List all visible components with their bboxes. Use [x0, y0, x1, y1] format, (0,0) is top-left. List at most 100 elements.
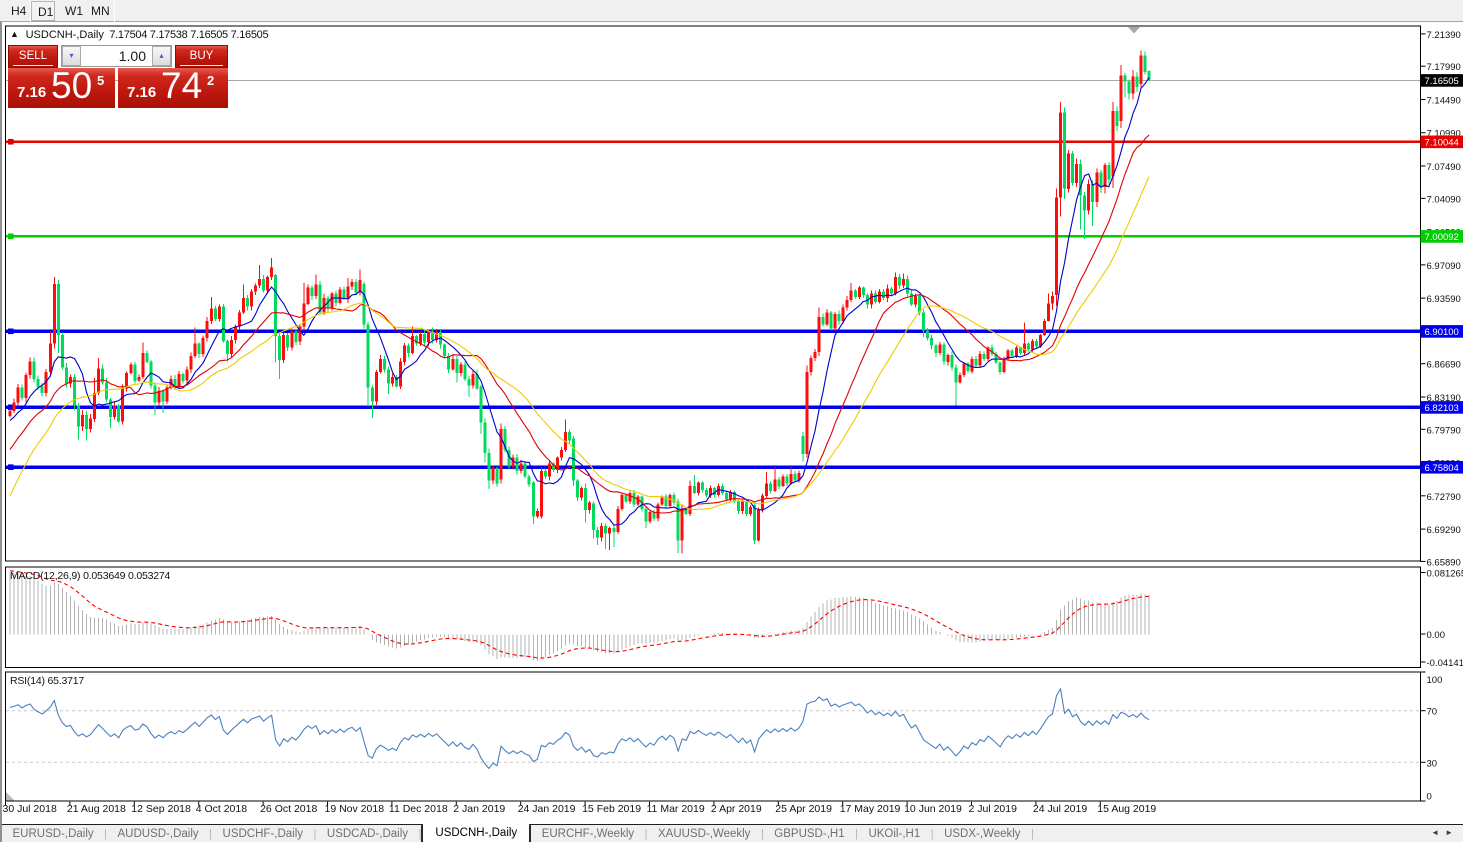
ma-slow-line	[9, 176, 1150, 511]
rsi-scale-label: 0	[1427, 792, 1432, 803]
timeframe-button-h4[interactable]: H4	[11, 4, 27, 18]
date-label: 30 Jul 2018	[3, 803, 57, 815]
buy-price-small: 7.16	[127, 84, 157, 101]
price-scale-label: 6.86690	[1427, 360, 1461, 371]
sell-button-underline	[13, 65, 53, 66]
buy-price-display[interactable]: 7.16 74 2	[118, 65, 228, 108]
date-label: 21 Aug 2018	[67, 803, 126, 815]
timeframe-toolbar: H4 D1 W1 MN	[0, 0, 1463, 22]
chart-tab-eurchf-weekly[interactable]: EURCHF-,Weekly	[541, 828, 635, 840]
chart-symbol-period: USDCNH-,Daily	[25, 29, 104, 41]
sell-price-sup: 5	[97, 73, 105, 88]
chart-tab-usdcnh-daily[interactable]: USDCNH-,Daily	[421, 824, 532, 842]
timeframe-button-w1[interactable]: W1	[65, 4, 83, 18]
tab-separator: |	[209, 828, 213, 840]
date-label: 2 Apr 2019	[711, 803, 762, 815]
macd-values: 0.053649 0.053274	[83, 570, 171, 582]
chart-tab-ukoil-h1[interactable]: UKOil-,H1	[868, 828, 921, 840]
chart-tab-gbpusd-h1[interactable]: GBPUSD-,H1	[774, 828, 845, 840]
macd-histogram-group	[9, 572, 1150, 661]
chart-title: ▲ USDCNH-,Daily 7.17504 7.17538 7.16505 7…	[10, 29, 269, 42]
hline-handle-6.90100[interactable]	[8, 328, 14, 335]
buy-button[interactable]: BUY	[175, 45, 228, 68]
date-label: 4 Oct 2018	[196, 803, 248, 815]
chart-shift-marker-icon[interactable]	[1128, 27, 1140, 34]
chart-tab-eurusd-daily[interactable]: EURUSD-,Daily	[12, 828, 94, 840]
tab-separator: |	[760, 828, 764, 840]
price-scale-label: 7.10990	[1427, 129, 1461, 140]
price-scale-label: 7.07490	[1427, 162, 1461, 173]
date-label: 10 Jun 2019	[904, 803, 962, 815]
toolbar-separator	[113, 0, 115, 22]
macd-indicator-label: MACD(12,26,9) 0.053649 0.053274	[10, 570, 171, 582]
price-scale-label: 6.93590	[1427, 294, 1461, 305]
chart-window-background	[2, 23, 1463, 820]
chart-tab-usdx-weekly[interactable]: USDX-,Weekly	[944, 828, 1021, 840]
price-scale-label: 6.79790	[1427, 425, 1461, 436]
tab-separator: |	[855, 828, 858, 840]
price-scale-label: 7.04090	[1427, 194, 1461, 205]
rsi-scale-label: 30	[1427, 758, 1438, 769]
sell-price-big: 50	[51, 65, 93, 106]
buy-button-underline	[180, 65, 223, 66]
timeframe-button-d1[interactable]: D1	[31, 1, 55, 21]
tab-scroll-left-icon[interactable]: ◄	[1431, 828, 1446, 837]
one-click-trading-panel: SELL ▾ 1.00 ▴ BUY 7.16 50 5 7.16 74 2	[8, 45, 228, 108]
hline-handle-6.82103[interactable]	[8, 404, 14, 411]
tab-separator: |	[313, 828, 317, 840]
window-left-edge	[0, 22, 2, 842]
price-scale-label: 7.17990	[1427, 62, 1461, 73]
price-scale-label: 7.14490	[1427, 95, 1461, 106]
collapse-arrow-icon[interactable]: ▲	[10, 29, 19, 39]
macd-scale-label: -0.041412	[1427, 658, 1463, 669]
ma-fast-line	[9, 77, 1150, 526]
sell-price-small: 7.16	[17, 84, 47, 101]
date-label: 15 Aug 2019	[1097, 803, 1156, 815]
timeframe-button-mn[interactable]: MN	[91, 4, 110, 18]
main-pane-frame	[4, 25, 1422, 562]
buy-price-big: 74	[161, 65, 203, 106]
date-label: 2 Jul 2019	[969, 803, 1018, 815]
chart-tab-audusd-daily[interactable]: AUDUSD-,Daily	[117, 828, 199, 840]
hline-handle-6.75804[interactable]	[8, 464, 14, 470]
date-label: 17 May 2019	[840, 803, 901, 815]
volume-decrease-button[interactable]: ▾	[62, 46, 81, 66]
macd-signal-line	[9, 570, 1150, 659]
price-scale-current-label: 7.16505	[1425, 76, 1459, 87]
price-scale-label: 6.72790	[1427, 492, 1461, 503]
chart-tab-usdchf-daily[interactable]: USDCHF-,Daily	[222, 828, 304, 840]
candles-group	[8, 50, 1151, 554]
hline-handle-7.10044[interactable]	[8, 138, 14, 145]
date-label: 24 Jul 2019	[1033, 803, 1087, 815]
price-scale-hline-label-bg	[1420, 401, 1463, 414]
chart-tab-usdcad-daily[interactable]: USDCAD-,Daily	[326, 828, 409, 840]
price-scale-hline-label: 6.75804	[1425, 463, 1459, 474]
buy-price-sup: 2	[207, 73, 215, 88]
price-scale-hline-label: 6.90100	[1425, 327, 1459, 338]
chart-ohlc-values: 7.17504 7.17538 7.16505 7.16505	[109, 29, 269, 41]
hline-handle-7.00092[interactable]	[8, 233, 14, 240]
date-label: 12 Sep 2018	[131, 803, 191, 815]
price-scale-label: 6.65890	[1427, 557, 1461, 568]
price-scale-hline-label: 6.82103	[1425, 403, 1459, 414]
price-scale-label: 6.83190	[1427, 393, 1461, 404]
date-label: 15 Feb 2019	[582, 803, 641, 815]
price-scale-label: 7.21390	[1427, 30, 1461, 41]
tab-scroll-right-icon[interactable]: ►	[1445, 828, 1459, 837]
date-label: 2 Jan 2019	[453, 803, 505, 815]
sell-price-display[interactable]: 7.16 50 5	[8, 65, 115, 108]
volume-increase-button[interactable]: ▴	[152, 46, 171, 66]
chart-tab-xauusd-weekly[interactable]: XAUUSD-,Weekly	[657, 828, 751, 840]
date-label: 24 Jan 2019	[518, 803, 576, 815]
volume-input[interactable]: 1.00	[118, 48, 146, 64]
price-scale-hline-label: 7.10044	[1425, 137, 1459, 148]
macd-scale-label: 0.081265	[1427, 569, 1463, 580]
price-scale-label: 6.69290	[1427, 525, 1461, 536]
date-label: 11 Dec 2018	[389, 803, 448, 815]
history-start-marker-icon	[6, 792, 15, 801]
tab-separator: |	[1031, 828, 1034, 840]
price-scale-hline-label: 7.00092	[1425, 232, 1459, 243]
sell-button[interactable]: SELL	[8, 45, 58, 68]
toolbar-separator	[29, 0, 31, 22]
